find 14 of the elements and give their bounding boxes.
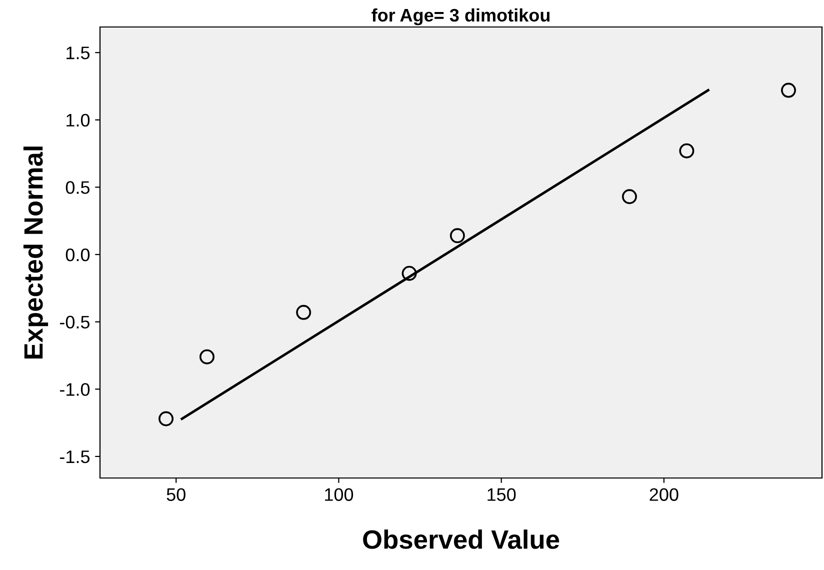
x-tick-label: 200 — [650, 488, 678, 501]
y-axis-title: Expected Normal — [23, 146, 48, 359]
x-tick-label: 50 — [166, 488, 186, 501]
x-tick-label: 100 — [325, 488, 354, 501]
y-tick-label: -1.0 — [60, 383, 90, 396]
x-tick-label: 150 — [488, 488, 516, 501]
x-axis-title: Observed Value — [363, 530, 560, 549]
y-tick-label: -1.5 — [60, 450, 90, 464]
y-tick-label: 1.5 — [66, 46, 90, 60]
chart-title: for Age= 3 dimotikou — [372, 8, 550, 26]
y-tick-label: 0.5 — [66, 181, 90, 194]
y-tick-label: 1.0 — [66, 114, 90, 127]
y-tick-label: 0.0 — [66, 248, 90, 262]
y-tick-label: -0.5 — [60, 316, 90, 329]
